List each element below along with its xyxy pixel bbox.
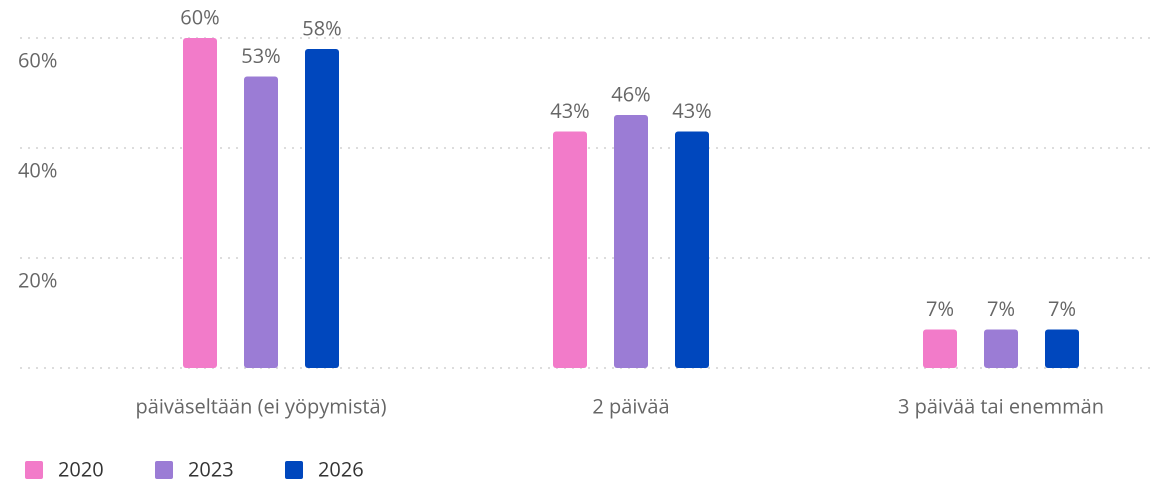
x-tick-label: 2 päivää (592, 392, 669, 419)
value-label: 7% (987, 295, 1015, 322)
legend-swatch (155, 461, 173, 479)
bar (923, 329, 957, 368)
bar (1045, 329, 1079, 368)
legend-label: 2026 (318, 455, 364, 482)
bar (305, 49, 339, 368)
value-label: 46% (611, 80, 650, 107)
y-tick-label: 60% (18, 46, 57, 73)
bar (614, 115, 648, 368)
legend-label: 2020 (58, 455, 104, 482)
bar (984, 329, 1018, 368)
legend-swatch (285, 461, 303, 479)
bar (675, 131, 709, 368)
bar (183, 38, 217, 368)
y-tick-label: 20% (18, 266, 57, 293)
y-tick-label: 40% (18, 156, 57, 183)
x-tick-label: 3 päivää tai enemmän (898, 392, 1104, 419)
value-label: 60% (180, 3, 219, 30)
value-label: 43% (550, 97, 589, 124)
bar (553, 131, 587, 368)
value-label: 7% (926, 295, 954, 322)
legend-swatch (25, 461, 43, 479)
value-label: 58% (302, 14, 341, 41)
legend-label: 2023 (188, 455, 234, 482)
x-tick-label: päiväseltään (ei yöpymistä) (135, 392, 386, 419)
value-label: 7% (1048, 295, 1076, 322)
value-label: 43% (672, 97, 711, 124)
value-label: 53% (241, 42, 280, 69)
bar (244, 76, 278, 368)
